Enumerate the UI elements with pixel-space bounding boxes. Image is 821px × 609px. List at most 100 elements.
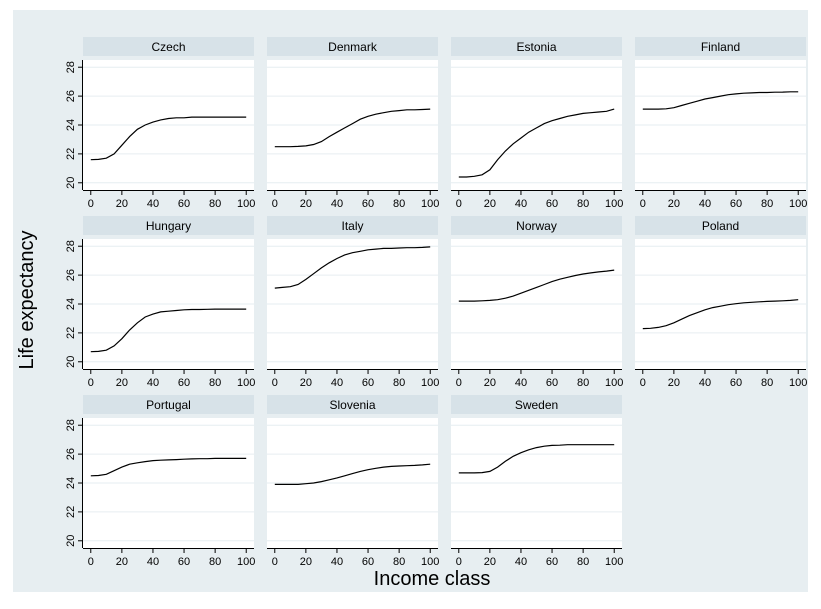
x-tick-label: 20 [300,377,312,389]
y-tick-label: 28 [65,61,77,73]
x-tick-label: 80 [209,377,221,389]
x-tick-label: 80 [393,556,405,568]
panel-strip [451,395,622,414]
x-tick-label: 60 [178,556,190,568]
x-tick-label: 100 [237,198,255,210]
panel-title: Sweden [515,398,558,412]
panel-title: Denmark [328,40,378,54]
panel-strip [451,216,622,235]
series-line [274,246,431,289]
panel-poland: Poland 0 20 40 60 80 100 [635,216,807,389]
x-tick-label: 80 [577,556,589,568]
x-tick-label: 40 [147,377,159,389]
y-tick-label: 20 [65,535,77,547]
panel-slovenia: Slovenia 0 20 40 60 80 100 [267,395,439,568]
panel-strip [83,37,254,56]
x-tick-label: 100 [605,556,623,568]
x-tick-label: 100 [421,556,439,568]
x-tick-label: 60 [546,556,558,568]
x-tick-label: 20 [484,377,496,389]
panel-strip [267,395,438,414]
x-tick-label: 0 [272,198,278,210]
x-tick-label: 60 [362,377,374,389]
panel-title: Poland [702,219,739,233]
panel-italy: Italy 0 20 40 60 80 100 [267,216,439,389]
y-tick-label: 20 [65,356,77,368]
x-tick-label: 80 [209,198,221,210]
x-tick-label: 60 [178,377,190,389]
x-tick-label: 100 [789,377,807,389]
x-tick-label: 60 [362,556,374,568]
x-tick-label: 100 [605,198,623,210]
y-tick-label: 26 [65,90,77,102]
series-line [458,108,615,178]
panel-denmark: Denmark 0 20 40 60 80 100 [267,37,439,210]
panel-title: Portugal [146,398,191,412]
x-tick-label: 40 [331,377,343,389]
x-tick-label: 80 [393,198,405,210]
panel-strip [635,37,806,56]
y-tick-label: 24 [65,298,77,310]
x-tick-label: 60 [546,377,558,389]
y-tick-label: 28 [65,419,77,431]
x-tick-label: 60 [178,198,190,210]
series-line [458,269,615,302]
panel-czech: Czech 20 22 24 26 28 0 20 40 60 80 100 [65,37,255,210]
panel-strip [451,37,622,56]
y-tick-label: 26 [65,269,77,281]
x-tick-label: 80 [577,377,589,389]
x-tick-label: 60 [546,198,558,210]
series-line [90,116,247,161]
panel-strip [635,216,806,235]
y-tick-label: 26 [65,448,77,460]
x-tick-label: 80 [761,377,773,389]
x-tick-label: 0 [456,377,462,389]
x-tick-label: 60 [362,198,374,210]
x-tick-label: 40 [699,377,711,389]
x-tick-label: 100 [605,377,623,389]
x-tick-label: 0 [88,198,94,210]
x-tick-label: 100 [237,556,255,568]
panel-title: Finland [701,40,740,54]
x-tick-label: 60 [730,377,742,389]
panel-title: Norway [516,219,557,233]
y-tick-label: 20 [65,177,77,189]
x-tick-label: 0 [640,377,646,389]
x-tick-label: 40 [515,198,527,210]
x-axis-title: Income class [374,568,491,590]
panel-strip [267,37,438,56]
y-tick-label: 28 [65,240,77,252]
panel-strip [267,216,438,235]
x-tick-label: 20 [116,556,128,568]
y-axis-title: Life expectancy [16,231,38,370]
x-tick-label: 40 [147,198,159,210]
x-tick-label: 20 [484,198,496,210]
x-tick-label: 20 [116,198,128,210]
x-tick-label: 40 [147,556,159,568]
x-tick-label: 40 [515,377,527,389]
x-tick-label: 40 [331,198,343,210]
panel-strip [83,395,254,414]
x-tick-label: 20 [116,377,128,389]
x-tick-label: 0 [88,556,94,568]
x-tick-label: 80 [209,556,221,568]
y-tick-label: 22 [65,327,77,339]
series-line [274,108,431,148]
series-line [90,308,247,353]
series-line [458,444,615,474]
x-tick-label: 80 [393,377,405,389]
x-tick-label: 20 [484,556,496,568]
x-tick-label: 100 [421,198,439,210]
panel-strip [83,216,254,235]
panel-hungary: Hungary 20 22 24 26 28 0 20 40 60 80 100 [65,216,255,389]
y-tick-label: 24 [65,119,77,131]
x-tick-label: 40 [331,556,343,568]
panel-title: Slovenia [329,398,375,412]
panel-estonia: Estonia 0 20 40 60 80 100 [451,37,623,210]
x-tick-label: 100 [789,198,807,210]
x-tick-label: 80 [761,198,773,210]
series-line [90,457,247,477]
panel-title: Hungary [146,219,191,233]
